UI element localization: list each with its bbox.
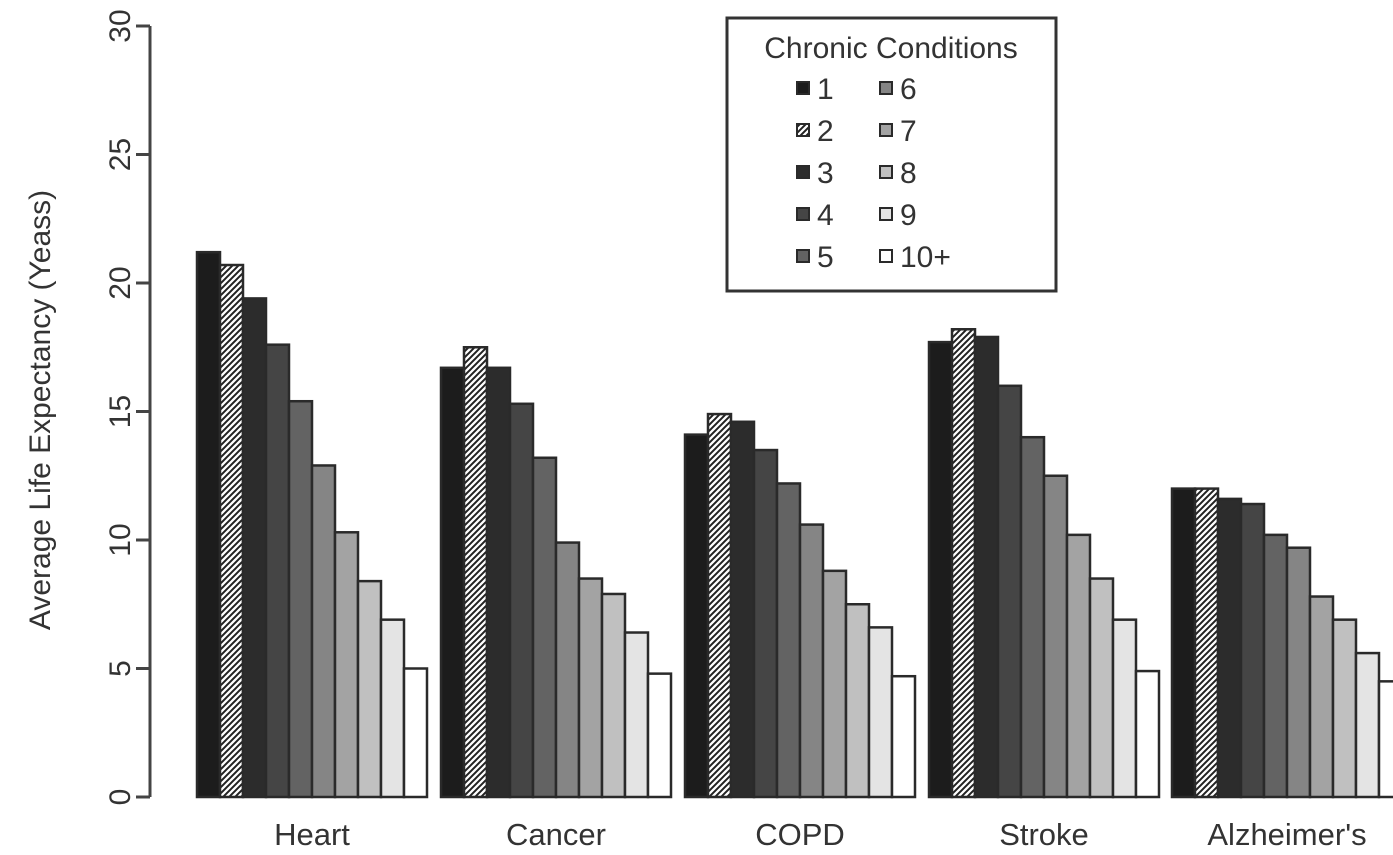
bar-copd-7: [821, 569, 848, 799]
bar-heart-2: [218, 263, 245, 799]
legend-entry-label: 6: [900, 73, 917, 106]
bar-copd-3: [729, 420, 756, 799]
bar-copd-4: [752, 448, 779, 799]
bar-alzheimer-s-6: [1285, 546, 1312, 799]
bar-heart-8: [356, 579, 383, 799]
bar-cancer-5: [531, 456, 558, 799]
x-category-label: Heart: [274, 817, 350, 850]
y-tick-label: 0: [104, 789, 137, 806]
bar-alzheimer-s-9: [1354, 651, 1381, 799]
bar-alzheimer-s-3: [1216, 497, 1243, 799]
bar-stroke-9: [1111, 618, 1138, 799]
category-labels: Heart Cancer COPD Stroke Alzheimer's: [274, 817, 1367, 852]
bar-heart-5: [287, 399, 314, 799]
legend-swatch: [879, 123, 893, 137]
legend-swatch: [879, 81, 893, 95]
bar-alzheimer-s-1: [1170, 487, 1197, 799]
bar-stroke-4: [996, 384, 1023, 799]
bar-copd-6: [798, 523, 825, 799]
bar-cancer-1: [439, 366, 466, 799]
bar-heart-1: [195, 250, 222, 799]
bar-cancer-8: [600, 592, 627, 799]
bar-heart-10plus: [402, 667, 429, 799]
bar-stroke-6: [1042, 474, 1069, 799]
y-tick-label: 25: [104, 138, 137, 171]
bar-stroke-2: [950, 328, 977, 799]
bar-stroke-5: [1019, 435, 1046, 799]
x-category-label: Alzheimer's: [1207, 817, 1366, 850]
bar-heart-3: [241, 297, 268, 799]
bar-alzheimer-s-8: [1331, 618, 1358, 799]
bar-heart-9: [379, 618, 406, 799]
bar-copd-9: [867, 626, 894, 799]
bar-alzheimer-s-5: [1262, 533, 1289, 799]
bar-stroke-3: [973, 335, 1000, 799]
legend-swatch: [796, 81, 810, 95]
legend-swatch: [796, 123, 810, 137]
bar-copd-2: [706, 412, 733, 799]
legend-entry-label: 9: [900, 199, 917, 232]
legend-swatch: [796, 249, 810, 263]
bar-stroke-8: [1088, 577, 1115, 799]
bar-copd-5: [775, 482, 802, 799]
legend-swatch: [879, 165, 893, 179]
bar-heart-7: [333, 531, 360, 799]
legend-entry-label: 2: [817, 115, 834, 148]
legend-entry-label: 5: [817, 241, 834, 274]
legend-entry-label: 8: [900, 157, 917, 190]
bar-alzheimer-s-7: [1308, 595, 1335, 799]
x-category-label: Cancer: [506, 817, 606, 850]
legend-entry-label: 3: [817, 157, 834, 190]
y-tick-label: 30: [104, 9, 137, 42]
bar-copd-1: [683, 433, 710, 799]
legend-swatch: [796, 207, 810, 221]
legend-entry-label: 7: [900, 115, 917, 148]
legend-entry-label: 4: [817, 199, 834, 232]
legend-swatch: [879, 249, 893, 263]
bar-cancer-7: [577, 577, 604, 799]
y-axis-label: Average Life Expectancy (Yeass): [24, 190, 57, 630]
y-tick-label: 10: [104, 523, 137, 556]
bar-stroke-1: [927, 340, 954, 799]
bar-cancer-9: [623, 631, 650, 799]
bar-cancer-6: [554, 541, 581, 799]
bar-cancer-2: [462, 346, 489, 799]
y-axis: 0 5 10 15 20 25 30: [104, 9, 152, 806]
legend-entry-label: 10+: [900, 241, 951, 274]
bar-heart-6: [310, 464, 337, 799]
bar-stroke-10plus: [1134, 669, 1161, 799]
x-category-label: COPD: [755, 817, 845, 850]
legend-swatch: [879, 207, 893, 221]
legend: Chronic Conditions 1 2 3 4 5 6 7 8 9 10+: [725, 16, 1058, 293]
bar-alzheimer-s-4: [1239, 502, 1266, 799]
bar-cancer-10plus: [646, 672, 673, 799]
y-tick-label: 15: [104, 395, 137, 428]
bar-cancer-4: [508, 402, 535, 799]
bar-cancer-3: [485, 366, 512, 799]
y-tick-label: 20: [104, 266, 137, 299]
bar-alzheimer-s-10plus: [1377, 680, 1393, 799]
bars: [195, 250, 1393, 799]
legend-entry-label: 1: [817, 73, 834, 106]
legend-swatch: [796, 165, 810, 179]
legend-box: [725, 16, 1058, 293]
bar-copd-8: [844, 603, 871, 799]
bar-alzheimer-s-2: [1193, 487, 1220, 799]
y-tick-label: 5: [104, 660, 137, 677]
bar-stroke-7: [1065, 533, 1092, 799]
bar-copd-10plus: [890, 674, 917, 799]
legend-title: Chronic Conditions: [764, 32, 1017, 65]
x-category-label: Stroke: [999, 817, 1089, 850]
bar-heart-4: [264, 343, 291, 799]
